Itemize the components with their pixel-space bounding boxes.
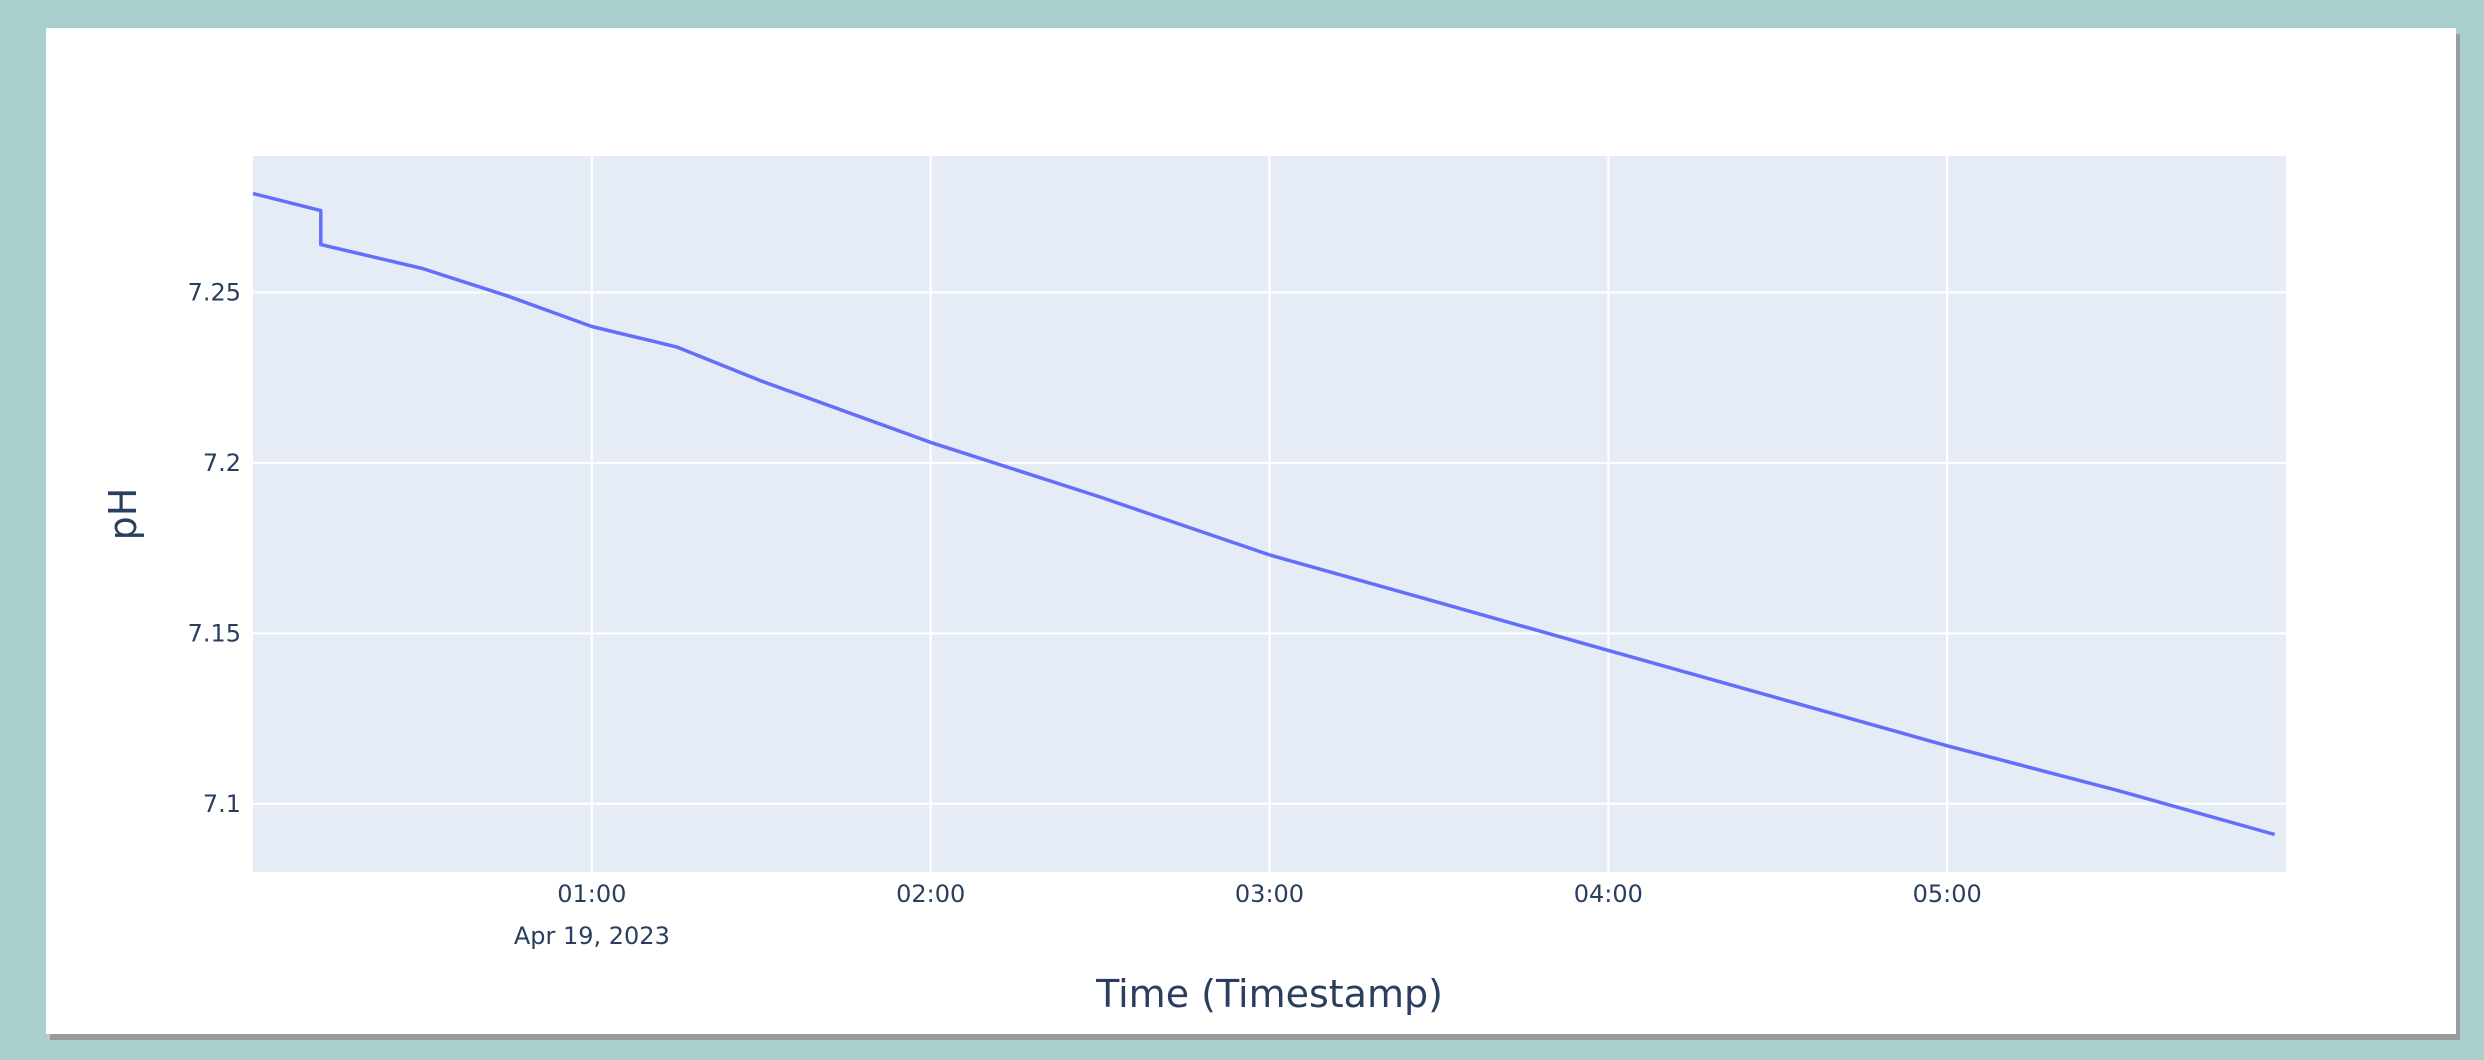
x-tick-label: 03:00 — [1235, 880, 1304, 908]
y-tick-label: 7.1 — [203, 790, 241, 818]
y-axis-ticks: 7.1 7.15 7.2 7.25 — [188, 278, 241, 817]
series-layer — [252, 191, 2276, 837]
x-tick-label: 02:00 — [896, 880, 965, 908]
x-axis-date-label: Apr 19, 2023 — [514, 922, 670, 950]
y-tick-label: 7.2 — [203, 449, 241, 477]
ph-line-chart: 01:00 02:00 03:00 04:00 05:00 7.1 7.15 7.2 7.25… — [101, 156, 2286, 1016]
y-axis-title: pH — [101, 488, 145, 541]
y-tick-label: 7.15 — [188, 619, 241, 647]
y-tick-label: 7.25 — [188, 278, 241, 306]
x-tick-label: 05:00 — [1913, 880, 1982, 908]
gridlines — [253, 156, 2286, 872]
x-tick-label: 01:00 — [557, 880, 626, 908]
x-tick-label: 04:00 — [1574, 880, 1643, 908]
chart-card: 01:00 02:00 03:00 04:00 05:00 7.1 7.15 7.2 7.25… — [46, 28, 2456, 1034]
x-axis-title: Time (Timestamp) — [1095, 972, 1443, 1016]
x-axis-ticks: 01:00 02:00 03:00 04:00 05:00 — [557, 880, 1982, 908]
ph-series-line — [252, 191, 2276, 837]
